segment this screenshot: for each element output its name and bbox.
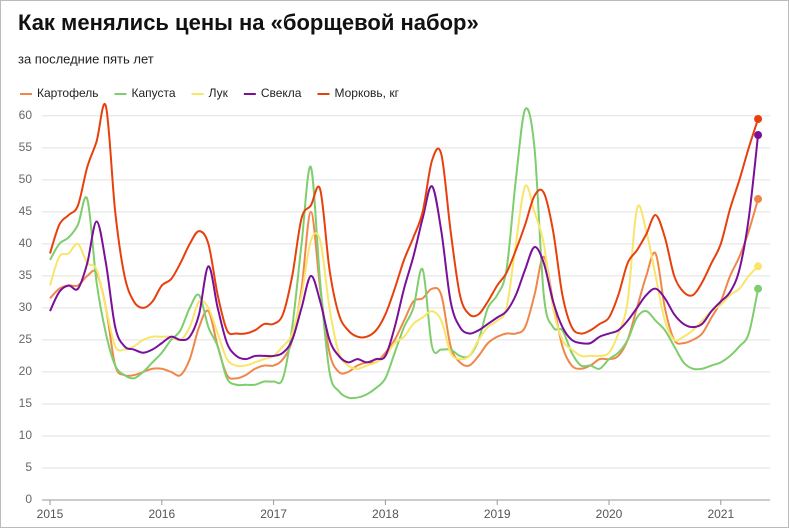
x-tick-label: 2018 <box>372 507 399 521</box>
series-line <box>49 102 760 339</box>
x-tick-label: 2017 <box>260 507 287 521</box>
x-tick-label: 2019 <box>484 507 511 521</box>
y-tick-label: 20 <box>19 364 33 378</box>
y-tick-label: 35 <box>19 268 33 282</box>
series-line <box>49 134 760 364</box>
chart-title: Как менялись цены на «борщевой набор» <box>18 10 479 35</box>
y-tick-label: 60 <box>19 108 33 122</box>
legend-label: Лук <box>209 86 229 100</box>
x-tick-label: 2021 <box>707 507 734 521</box>
y-tick-label: 40 <box>19 236 33 250</box>
y-tick-label: 50 <box>19 172 33 186</box>
legend-label: Свекла <box>261 86 302 100</box>
y-tick-label: 30 <box>19 300 33 314</box>
y-tick-label: 15 <box>19 396 33 410</box>
end-point <box>754 284 763 293</box>
legend-label: Капуста <box>132 86 176 100</box>
end-point <box>754 115 763 124</box>
series-line <box>49 198 760 380</box>
end-point <box>754 262 763 271</box>
series-line <box>49 107 760 400</box>
y-tick-label: 55 <box>19 140 33 154</box>
y-tick-label: 45 <box>19 204 33 218</box>
y-tick-label: 5 <box>25 460 32 474</box>
y-tick-label: 0 <box>25 492 32 506</box>
legend-label: Картофель <box>37 86 99 100</box>
end-point <box>754 195 763 204</box>
x-tick-label: 2020 <box>596 507 623 521</box>
y-tick-label: 10 <box>19 428 33 442</box>
end-point <box>754 131 763 140</box>
x-tick-label: 2015 <box>37 507 64 521</box>
y-tick-label: 25 <box>19 332 33 346</box>
legend-label: Морковь, кг <box>334 86 399 100</box>
chart-subtitle: за последние пять лет <box>18 51 154 66</box>
x-tick-label: 2016 <box>148 507 175 521</box>
